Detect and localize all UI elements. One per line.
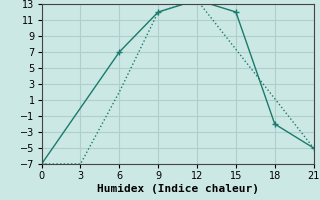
X-axis label: Humidex (Indice chaleur): Humidex (Indice chaleur) xyxy=(97,184,259,194)
